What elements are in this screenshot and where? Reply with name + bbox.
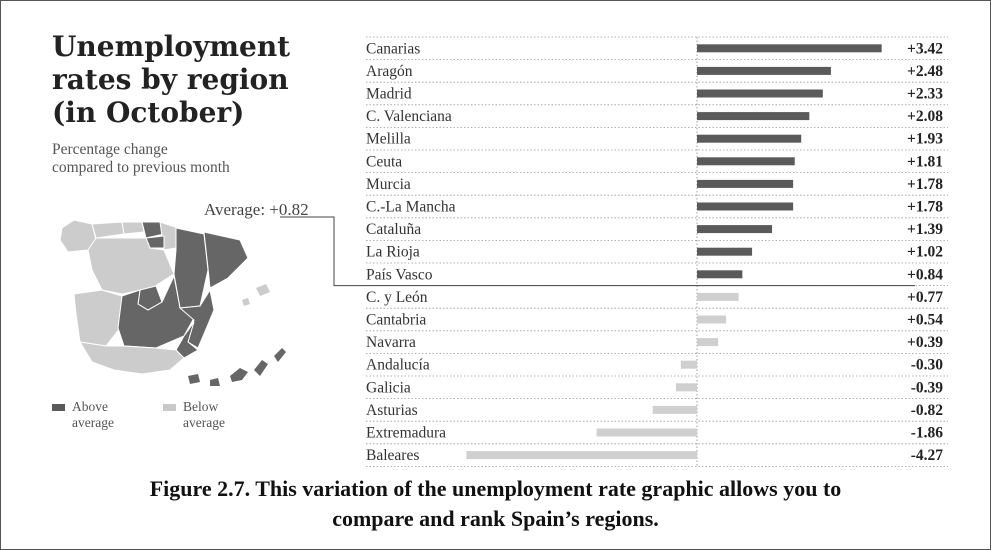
bar-extremadura	[596, 428, 697, 437]
region-label: Melilla	[366, 131, 411, 148]
bar-chart: Canarias +3.42 Aragón +2.48 Madrid +2.33 C. Va…	[280, 36, 948, 467]
map-region-baleares	[242, 284, 270, 306]
region-label: Cantabria	[366, 312, 426, 329]
bar-ceuta	[697, 157, 795, 166]
legend-above-swatch	[52, 404, 65, 411]
figure-caption: Figure 2.7. This variation of the unempl…	[149, 476, 842, 531]
bar-melilla	[697, 134, 802, 143]
region-label: Aragón	[366, 63, 413, 80]
legend-below-swatch	[163, 404, 176, 411]
average-line	[280, 216, 915, 287]
bar-navarra	[697, 338, 719, 347]
region-label: Asturias	[366, 402, 418, 419]
value-label: +1.39	[907, 221, 943, 238]
region-label: C. Valenciana	[366, 108, 452, 125]
bar-c-valenciana	[697, 112, 810, 121]
region-label: Galicia	[366, 379, 411, 396]
bar-andaluc-a	[680, 360, 697, 369]
region-label: Ceuta	[366, 153, 402, 170]
value-label: +2.33	[907, 86, 943, 103]
region-label: Extremadura	[366, 425, 446, 442]
map-region-extremadura	[73, 289, 123, 347]
value-label: +1.93	[907, 131, 943, 148]
region-label: Navarra	[366, 334, 416, 351]
value-label: +3.42	[907, 40, 943, 57]
legend-below-label: Below average	[183, 399, 225, 430]
region-label: C.-La Mancha	[366, 199, 456, 216]
value-label: +0.54	[907, 312, 943, 329]
bar-la-rioja	[697, 247, 753, 256]
value-label: +1.78	[907, 199, 943, 216]
value-label: +1.81	[907, 153, 943, 170]
region-label: País Vasco	[366, 266, 433, 283]
value-label: -1.86	[911, 425, 944, 442]
bar-asturias	[652, 405, 697, 414]
value-label: +0.84	[907, 266, 943, 283]
bar-pa-s-vasco	[697, 270, 743, 279]
region-label: Andalucía	[366, 357, 430, 374]
bar-murcia	[697, 179, 794, 188]
bar-baleares	[466, 451, 697, 460]
region-label: Canarias	[366, 40, 420, 57]
region-label: Baleares	[366, 447, 419, 464]
legend-above-label: Above average	[72, 399, 114, 430]
bar-galicia	[675, 383, 697, 392]
bar-arag-n	[697, 66, 831, 75]
value-label: +2.08	[907, 108, 943, 125]
bar-c-y-le-n	[697, 292, 739, 301]
value-label: -0.82	[911, 402, 944, 419]
bar-madrid	[697, 89, 823, 98]
value-label: -4.27	[911, 447, 944, 464]
region-label: Madrid	[366, 86, 412, 103]
bar-canarias	[697, 44, 882, 53]
value-label: +0.39	[907, 334, 943, 351]
value-label: +1.02	[907, 244, 943, 261]
bar-cantabria	[697, 315, 727, 324]
region-label: C. y León	[366, 289, 428, 306]
map-region-andalucia	[79, 341, 185, 375]
map-region-cataluna	[203, 231, 249, 289]
average-label: Average: +0.82	[204, 200, 309, 219]
value-label: -0.30	[911, 357, 944, 374]
value-label: -0.39	[911, 379, 944, 396]
chart-subtitle: Percentage change compared to previous m…	[52, 141, 230, 176]
map-region-canarias	[188, 348, 286, 386]
map-region-castilla-leon	[87, 237, 175, 295]
spain-map	[59, 219, 286, 386]
bar-c-la-mancha	[697, 202, 794, 211]
region-label: Cataluña	[366, 221, 421, 238]
value-label: +1.78	[907, 176, 943, 193]
bar-catalu-a	[697, 225, 773, 234]
value-label: +2.48	[907, 63, 943, 80]
chart-title: Unemployment rates by region (in October…	[52, 30, 291, 129]
region-label: La Rioja	[366, 244, 420, 261]
region-label: Murcia	[366, 176, 411, 193]
value-label: +0.77	[907, 289, 943, 306]
